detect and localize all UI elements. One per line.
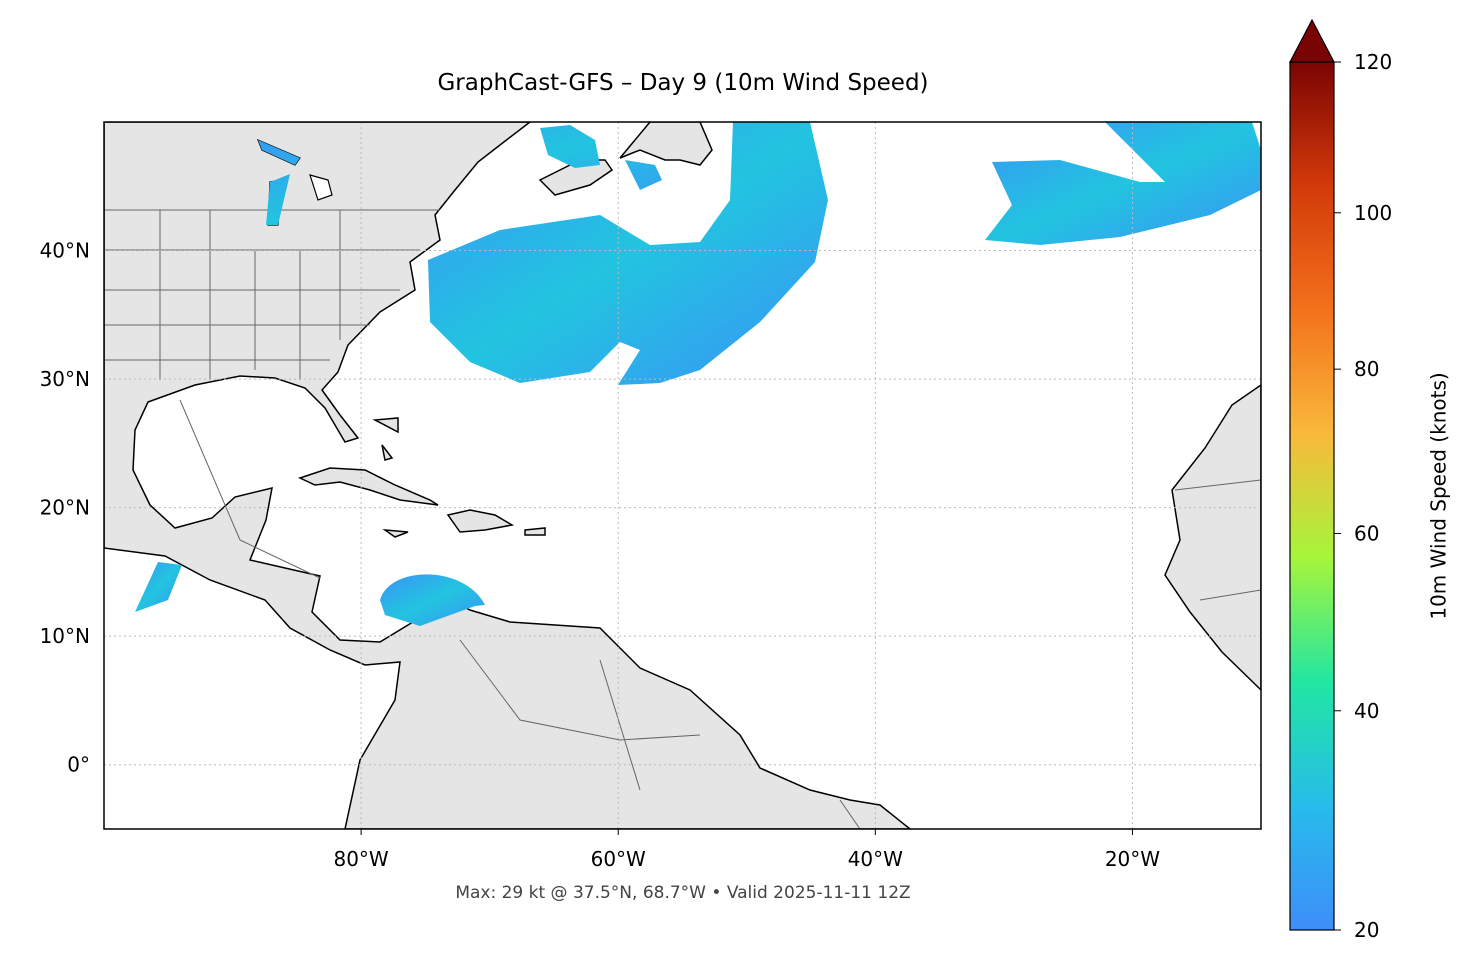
hispaniola: [382, 509, 546, 538]
colorbar-tick-label: 120: [1354, 50, 1392, 74]
africa: [1164, 384, 1261, 692]
chart-title: GraphCast-GFS – Day 9 (10m Wind Speed): [437, 70, 928, 96]
colorbar-tick-label: 20: [1354, 918, 1379, 942]
colorbar-tick-label: 80: [1354, 357, 1379, 381]
y-tick-label: 0°: [67, 753, 90, 777]
y-tick-label: 40°N: [40, 239, 90, 263]
wind-swath: [135, 562, 182, 612]
bahamas: [372, 417, 399, 461]
plot-frame: [103, 121, 1262, 830]
wind-swath: [985, 122, 1261, 245]
x-tick-label: 60°W: [591, 847, 646, 871]
colorbar-tick-label: 60: [1354, 521, 1379, 545]
x-tick-label: 20°W: [1105, 847, 1160, 871]
colorbar-tick-label: 40: [1354, 699, 1379, 723]
y-tick-label: 10°N: [40, 624, 90, 648]
y-tick-label: 20°N: [40, 496, 90, 520]
colorbar: [1289, 61, 1335, 931]
wind-swath: [380, 574, 485, 626]
wind-swath: [428, 122, 828, 385]
x-tick-label: 80°W: [333, 847, 388, 871]
map: [104, 122, 1261, 829]
subtitle: Max: 29 kt @ 37.5°N, 68.7°W • Valid 2025…: [455, 883, 910, 903]
cuba: [297, 467, 439, 506]
colorbar-extension: [1289, 18, 1335, 63]
americas: [104, 122, 912, 829]
colorbar-tick-label: 100: [1354, 201, 1392, 225]
x-tick-label: 40°W: [848, 847, 903, 871]
y-tick-label: 30°N: [40, 367, 90, 391]
wind-swath: [258, 125, 662, 225]
colorbar-label: 10m Wind Speed (knots): [1427, 372, 1451, 619]
